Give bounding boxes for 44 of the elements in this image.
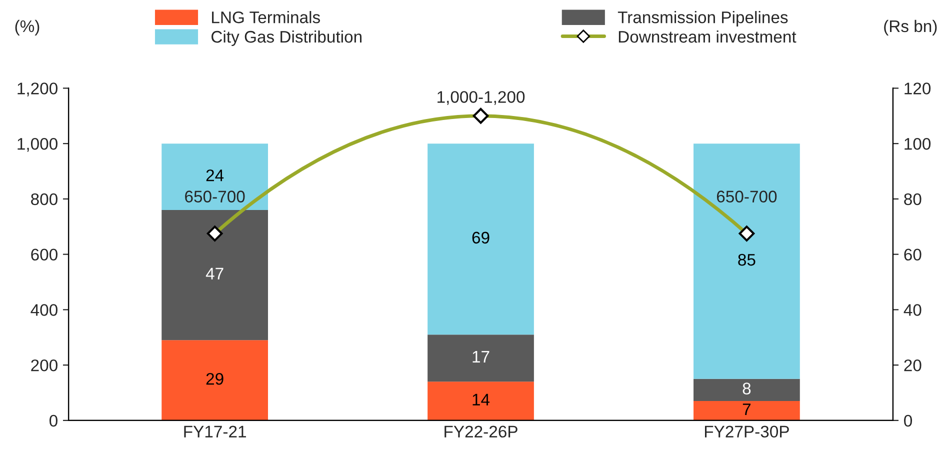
y2-tick-label: 80 xyxy=(904,193,922,206)
bar xyxy=(694,378,800,402)
x-tick-label: FY17-21 xyxy=(184,426,246,438)
data-label: 29 xyxy=(206,372,224,385)
legend-label: Downstream investment xyxy=(618,30,796,43)
data-label: 7 xyxy=(742,404,751,416)
y-tick-label: 800 xyxy=(31,193,58,206)
y2-tick-label: 20 xyxy=(904,359,922,372)
y2-tick-label: 120 xyxy=(904,82,931,94)
bar xyxy=(428,144,534,335)
y2-axis-title: (Rs bn) xyxy=(884,20,937,36)
data-label: 650-700 xyxy=(716,190,777,202)
x-tick-label: FY22-26P xyxy=(444,426,518,438)
data-label: 17 xyxy=(472,350,490,362)
legend-label: Transmission Pipelines xyxy=(618,11,788,27)
data-label: 14 xyxy=(472,394,490,406)
y-axis-title: (%) xyxy=(15,20,40,36)
x-tick-label: FY27P-30P xyxy=(704,426,789,438)
y-tick-label: 1,000 xyxy=(18,138,58,152)
bar xyxy=(428,334,534,382)
y-tick-label: 400 xyxy=(30,304,58,316)
y2-tick-label: 60 xyxy=(904,248,922,261)
data-label: 1,000-1,200 xyxy=(438,91,525,105)
data-label: 69 xyxy=(472,232,490,244)
bar xyxy=(428,382,534,420)
y-tick-label: 0 xyxy=(50,414,58,427)
bar xyxy=(694,144,800,379)
data-label: 650-700 xyxy=(185,190,245,202)
legend-label: City Gas Distribution xyxy=(212,30,362,46)
bar xyxy=(162,340,268,420)
y2-tick-label: 40 xyxy=(904,304,922,316)
data-label: 24 xyxy=(206,169,224,182)
bar xyxy=(694,401,800,420)
y-tick-label: 200 xyxy=(31,359,58,372)
data-label: 8 xyxy=(742,382,751,394)
y-tick-label: 1,200 xyxy=(18,82,58,96)
y-tick-label: 600 xyxy=(31,248,58,261)
y2-tick-label: 0 xyxy=(904,414,912,427)
bar xyxy=(162,210,268,340)
data-label: 85 xyxy=(738,254,756,266)
bar xyxy=(162,144,268,210)
legend-label: LNG Terminals xyxy=(212,11,320,24)
data-label: 47 xyxy=(206,268,224,280)
y2-tick-label: 100 xyxy=(904,138,931,150)
